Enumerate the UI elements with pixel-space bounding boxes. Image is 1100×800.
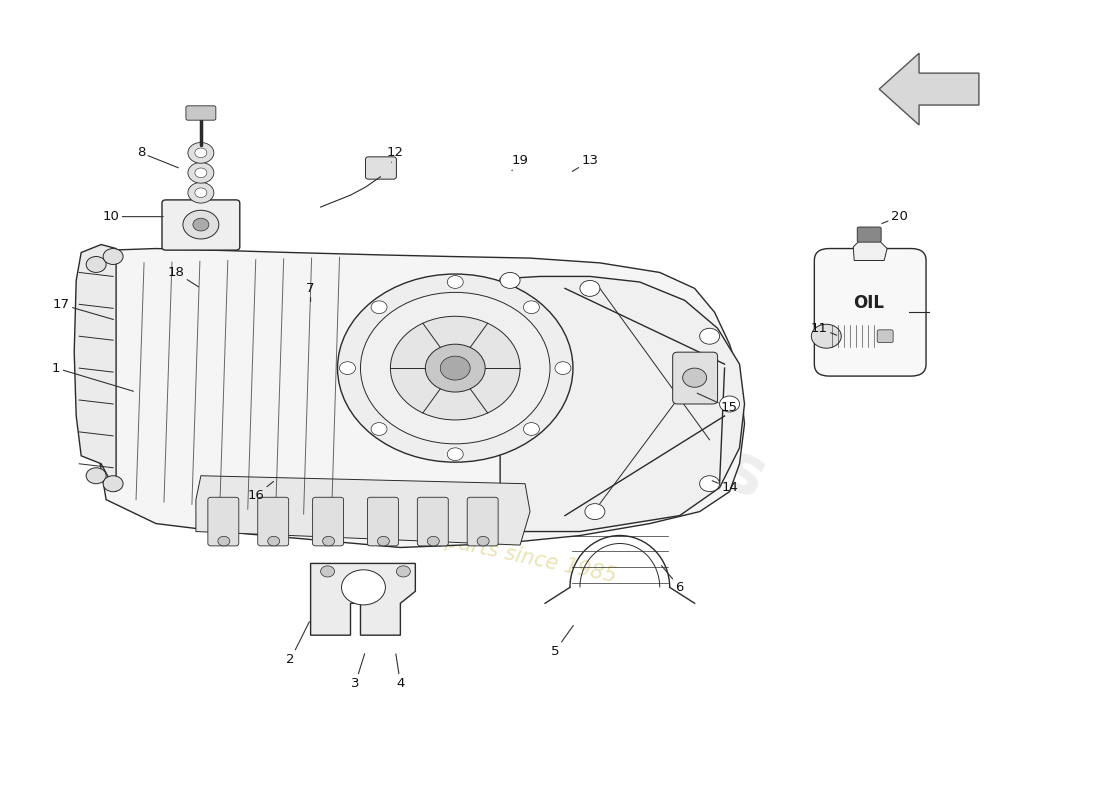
- Circle shape: [340, 362, 355, 374]
- Text: euroPARTres: euroPARTres: [323, 255, 777, 514]
- Circle shape: [361, 292, 550, 444]
- FancyBboxPatch shape: [822, 320, 887, 352]
- Circle shape: [341, 570, 385, 605]
- Circle shape: [556, 362, 571, 374]
- Circle shape: [320, 566, 334, 577]
- Text: 14: 14: [712, 481, 738, 494]
- Circle shape: [103, 476, 123, 492]
- Circle shape: [524, 301, 539, 314]
- FancyBboxPatch shape: [257, 498, 288, 546]
- Text: 2: 2: [286, 622, 309, 666]
- Polygon shape: [196, 476, 530, 545]
- FancyBboxPatch shape: [365, 157, 396, 179]
- Text: 18: 18: [167, 266, 198, 287]
- Text: 5: 5: [551, 626, 573, 658]
- Text: 17: 17: [53, 298, 113, 319]
- Circle shape: [524, 422, 539, 435]
- Polygon shape: [854, 239, 887, 261]
- FancyBboxPatch shape: [417, 498, 449, 546]
- Circle shape: [580, 281, 600, 296]
- Circle shape: [338, 274, 573, 462]
- Polygon shape: [81, 249, 745, 547]
- Polygon shape: [310, 563, 416, 635]
- FancyBboxPatch shape: [367, 498, 398, 546]
- Circle shape: [195, 168, 207, 178]
- Circle shape: [396, 566, 410, 577]
- Circle shape: [218, 536, 230, 546]
- Circle shape: [192, 218, 209, 231]
- Text: 16: 16: [248, 482, 274, 502]
- Polygon shape: [500, 277, 745, 531]
- FancyBboxPatch shape: [312, 498, 343, 546]
- Circle shape: [500, 273, 520, 288]
- FancyBboxPatch shape: [857, 227, 881, 242]
- Text: 20: 20: [882, 210, 908, 223]
- Circle shape: [377, 536, 389, 546]
- Circle shape: [267, 536, 279, 546]
- Circle shape: [86, 468, 106, 484]
- Circle shape: [195, 148, 207, 158]
- Circle shape: [426, 344, 485, 392]
- Polygon shape: [74, 245, 117, 492]
- FancyBboxPatch shape: [673, 352, 717, 404]
- Circle shape: [371, 422, 387, 435]
- Circle shape: [183, 210, 219, 239]
- Text: 11: 11: [811, 322, 837, 335]
- Text: 1: 1: [52, 362, 133, 391]
- FancyBboxPatch shape: [186, 106, 216, 120]
- Circle shape: [448, 276, 463, 288]
- Circle shape: [427, 536, 439, 546]
- Circle shape: [700, 328, 719, 344]
- Circle shape: [477, 536, 490, 546]
- Text: 10: 10: [102, 210, 163, 223]
- Text: a passion for parts since 1985: a passion for parts since 1985: [306, 501, 618, 586]
- Circle shape: [448, 448, 463, 461]
- Circle shape: [585, 504, 605, 519]
- Text: 12: 12: [387, 146, 404, 162]
- Circle shape: [322, 536, 334, 546]
- Circle shape: [188, 162, 213, 183]
- Text: 6: 6: [661, 566, 684, 594]
- Circle shape: [683, 368, 706, 387]
- Circle shape: [719, 396, 739, 412]
- FancyBboxPatch shape: [814, 249, 926, 376]
- Text: 4: 4: [396, 654, 405, 690]
- FancyBboxPatch shape: [208, 498, 239, 546]
- Circle shape: [371, 301, 387, 314]
- Text: 3: 3: [351, 654, 364, 690]
- Circle shape: [812, 324, 842, 348]
- FancyBboxPatch shape: [877, 330, 893, 342]
- Circle shape: [188, 182, 213, 203]
- FancyBboxPatch shape: [162, 200, 240, 250]
- Circle shape: [188, 142, 213, 163]
- Circle shape: [86, 257, 106, 273]
- Text: 7: 7: [307, 282, 315, 302]
- Circle shape: [440, 356, 470, 380]
- Circle shape: [700, 476, 719, 492]
- Text: 8: 8: [136, 146, 178, 168]
- Text: 13: 13: [572, 154, 598, 171]
- Text: 15: 15: [697, 393, 738, 414]
- FancyBboxPatch shape: [468, 498, 498, 546]
- Polygon shape: [879, 54, 979, 125]
- Text: 19: 19: [512, 154, 528, 170]
- Circle shape: [103, 249, 123, 265]
- Text: OIL: OIL: [852, 294, 883, 312]
- Circle shape: [195, 188, 207, 198]
- Circle shape: [390, 316, 520, 420]
